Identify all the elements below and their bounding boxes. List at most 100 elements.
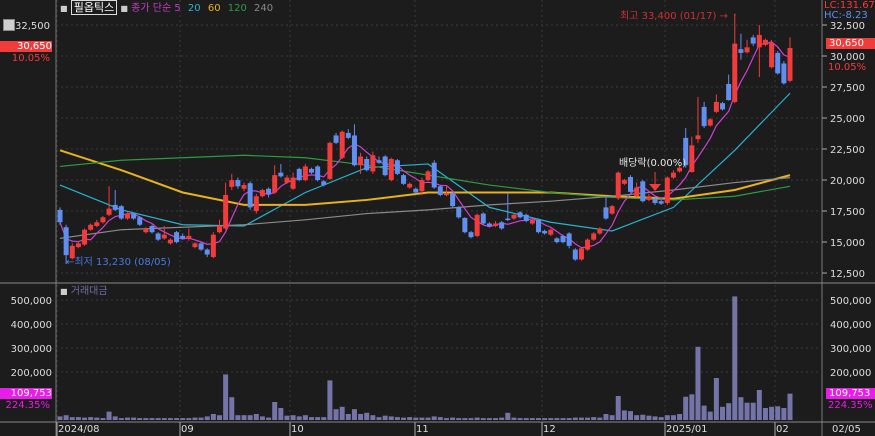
volume-bar: [370, 415, 376, 420]
candle-body: [216, 225, 222, 233]
ma-label[interactable]: 종가 단순: [131, 3, 172, 14]
volume-bar: [351, 409, 357, 420]
candle-body: [591, 233, 597, 240]
volume-bar: [94, 417, 100, 420]
candle-body: [321, 181, 327, 186]
ma-20[interactable]: 20: [187, 3, 201, 14]
price-tick-label: 22,500: [830, 145, 865, 156]
x-tick-3: 11: [416, 424, 429, 435]
candle-body: [253, 196, 259, 212]
candle-body: [118, 206, 124, 219]
volume-bar: [407, 417, 413, 420]
candle-body: [302, 166, 308, 181]
volume-bar: [738, 397, 744, 420]
volume-bar: [235, 415, 241, 420]
volume-bar: [143, 418, 149, 420]
candle-body: [640, 181, 646, 202]
candle-body: [315, 166, 321, 181]
candle-body: [456, 207, 462, 218]
candle-body: [572, 249, 578, 260]
volume-bar: [388, 416, 394, 420]
candle-body: [382, 156, 388, 176]
candle-body: [370, 155, 376, 172]
x-tick-2: 10: [291, 424, 304, 435]
price-badge-right: 30,650: [826, 38, 875, 49]
candle-body: [425, 171, 431, 181]
grid-icon[interactable]: [3, 19, 15, 31]
volume-bar: [198, 417, 204, 420]
candle-body: [701, 106, 707, 127]
volume-bar: [124, 417, 130, 420]
volume-bar: [57, 416, 63, 420]
volume-bar: [149, 418, 155, 420]
high-annotation: 최고 33,400 (01/17) →: [620, 11, 728, 22]
ma-5[interactable]: 5: [174, 3, 181, 14]
volume-bar: [247, 415, 253, 420]
candle-body: [462, 217, 468, 233]
price-tick-label: 20,000: [830, 176, 865, 187]
legend-square-icon: ■: [60, 287, 68, 296]
candle-body: [646, 196, 652, 200]
volume-bar: [609, 415, 615, 420]
volume-bar: [750, 402, 756, 420]
volume-title: ■ 거래대금: [60, 286, 108, 297]
volume-bar: [376, 417, 382, 420]
candle-body: [560, 235, 566, 243]
ex-dividend-annotation: 배당락(0.00%): [619, 158, 687, 169]
candle-body: [480, 213, 486, 224]
volume-bar: [486, 418, 492, 420]
volume-bar: [137, 418, 143, 420]
x-tick-4: 12: [543, 424, 556, 435]
ma-60[interactable]: 60: [207, 3, 221, 14]
candle-body: [401, 175, 407, 184]
candle-body: [450, 193, 456, 207]
candle-body: [578, 248, 584, 260]
candle-body: [394, 160, 400, 174]
candle-body: [652, 198, 658, 204]
volume-bar: [437, 417, 443, 420]
volume-bar: [161, 418, 167, 420]
volume-bar: [535, 418, 541, 420]
candle-body: [750, 37, 756, 44]
volume-bar: [511, 417, 517, 420]
volume-bar: [560, 418, 566, 420]
volume-bar: [167, 418, 173, 420]
stock-name[interactable]: 필옵틱스: [70, 0, 118, 15]
ma-120[interactable]: 120: [227, 3, 247, 14]
volume-bar: [443, 418, 449, 420]
volume-bar: [468, 418, 474, 420]
volume-bar: [523, 418, 529, 420]
candle-body: [670, 172, 676, 178]
volume-bar: [204, 416, 210, 420]
x-end-label: 02/05: [832, 424, 861, 435]
volume-change-right: 224.35%: [828, 400, 873, 411]
candle-body: [713, 101, 719, 112]
candle-body: [658, 201, 664, 204]
price-tick-label: 17,500: [830, 207, 865, 218]
candle-body: [272, 175, 278, 193]
volume-bar: [713, 378, 719, 420]
volume-bar: [358, 414, 364, 420]
candle-body: [431, 162, 437, 188]
volume-bar: [278, 408, 284, 420]
volume-bar: [431, 416, 437, 420]
candle-body: [186, 235, 192, 239]
candle-body: [695, 135, 701, 140]
candle-body: [529, 219, 535, 224]
candle-body: [535, 219, 541, 233]
volume-bar: [223, 374, 229, 420]
candle-body: [124, 213, 130, 219]
volume-bar: [364, 412, 370, 420]
volume-bar: [652, 416, 658, 420]
candle-body: [603, 207, 609, 219]
ma-240[interactable]: 240: [254, 3, 274, 14]
volume-bar: [480, 418, 486, 420]
volume-bar: [566, 418, 572, 420]
volume-bar: [174, 418, 180, 420]
volume-bar: [603, 414, 609, 420]
x-tick-5: 2025/01: [666, 424, 708, 435]
candle-body: [339, 131, 345, 158]
volume-bar: [75, 417, 81, 420]
